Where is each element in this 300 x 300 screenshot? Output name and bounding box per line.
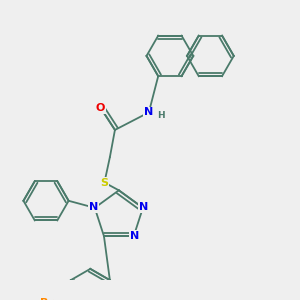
Text: N: N <box>130 231 139 241</box>
Text: S: S <box>100 178 108 188</box>
Text: N: N <box>139 202 148 212</box>
Text: N: N <box>144 107 154 117</box>
Text: Br: Br <box>40 298 53 300</box>
Text: O: O <box>96 103 105 113</box>
Text: H: H <box>158 111 165 120</box>
Text: N: N <box>89 202 99 212</box>
